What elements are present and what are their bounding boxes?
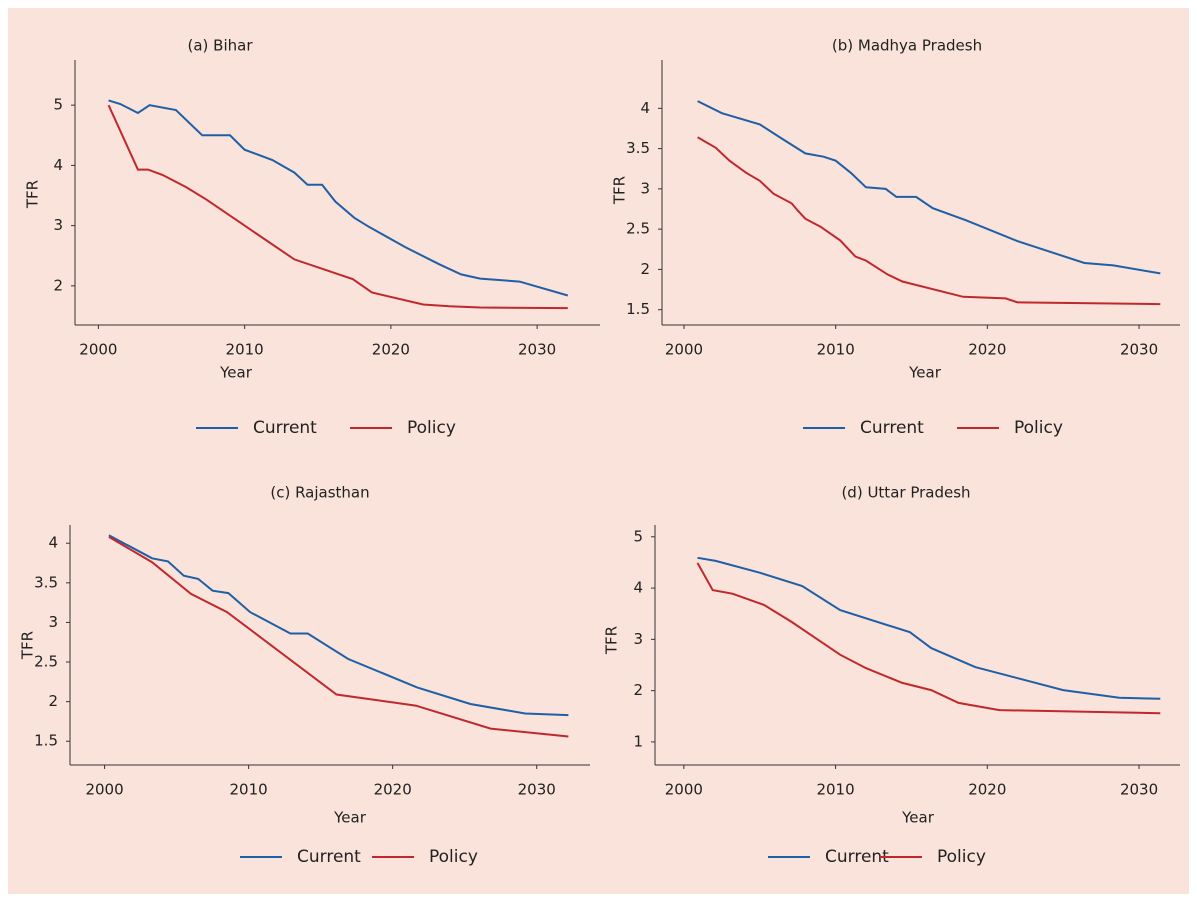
x-tick-label: 2020	[968, 781, 1006, 799]
legend-label: Current	[825, 847, 889, 867]
y-tick-label: 2	[48, 692, 58, 710]
x-tick-label: 2020	[372, 341, 410, 359]
data-line	[697, 556, 1161, 700]
y-tick-label: 3	[48, 613, 58, 631]
y-axis-label: TFR	[19, 631, 37, 660]
data-line	[108, 536, 569, 738]
y-tick-label: 4	[48, 534, 58, 552]
x-tick-label: 2030	[1120, 781, 1158, 799]
y-tick-label: 5	[633, 527, 643, 545]
x-axis-label: Year	[333, 809, 367, 827]
y-axis-label: TFR	[603, 626, 621, 655]
y-tick-label: 4	[53, 156, 63, 174]
legend-label: Current	[253, 418, 317, 438]
y-tick-label: 3.5	[626, 139, 650, 157]
legend-label: Policy	[429, 847, 478, 867]
data-line	[696, 562, 1161, 715]
x-tick-label: 2010	[817, 341, 855, 359]
data-line	[697, 136, 1161, 306]
y-tick-label: 2.5	[34, 653, 58, 671]
x-tick-label: 2030	[1120, 341, 1158, 359]
y-tick-label: 2	[53, 276, 63, 294]
x-tick-label: 2000	[79, 341, 117, 359]
y-tick-label: 4	[633, 579, 643, 597]
y-axis-label: TFR	[611, 176, 629, 205]
legend-label: Policy	[1014, 418, 1063, 438]
y-tick-label: 3	[640, 179, 650, 197]
x-tick-label: 2000	[665, 781, 703, 799]
y-tick-label: 5	[53, 96, 63, 114]
y-tick-label: 4	[640, 99, 650, 117]
x-tick-label: 2010	[226, 341, 264, 359]
y-tick-label: 3.5	[34, 573, 58, 591]
x-tick-label: 2020	[968, 341, 1006, 359]
y-tick-label: 2.5	[626, 220, 650, 238]
legend-label: Current	[297, 847, 361, 867]
y-tick-label: 2	[633, 681, 643, 699]
x-tick-label: 2030	[518, 341, 556, 359]
chart-title: (a) Bihar	[188, 37, 254, 55]
chart-title: (b) Madhya Pradesh	[832, 37, 982, 55]
x-axis-label: Year	[901, 809, 935, 827]
x-tick-label: 2030	[518, 781, 556, 799]
chart-title: (c) Rajasthan	[270, 484, 369, 502]
data-line	[108, 99, 569, 297]
y-tick-label: 3	[53, 216, 63, 234]
x-axis-label: Year	[219, 364, 253, 382]
y-tick-label: 1.5	[626, 300, 650, 318]
data-line	[697, 100, 1161, 275]
legend-label: Current	[860, 418, 924, 438]
x-tick-label: 2010	[230, 781, 268, 799]
x-tick-label: 2000	[665, 341, 703, 359]
chart-title: (d) Uttar Pradesh	[841, 484, 970, 502]
background	[8, 8, 1189, 894]
y-tick-label: 1	[633, 732, 643, 750]
x-axis-label: Year	[908, 364, 942, 382]
y-tick-label: 2	[640, 260, 650, 278]
data-line	[107, 104, 568, 310]
x-tick-label: 2000	[85, 781, 123, 799]
y-axis-label: TFR	[24, 180, 42, 209]
data-line	[108, 534, 569, 717]
x-tick-label: 2020	[374, 781, 412, 799]
legend-label: Policy	[407, 418, 456, 438]
y-tick-label: 1.5	[34, 732, 58, 750]
legend-label: Policy	[937, 847, 986, 867]
x-tick-label: 2010	[816, 781, 854, 799]
y-tick-label: 3	[633, 630, 643, 648]
